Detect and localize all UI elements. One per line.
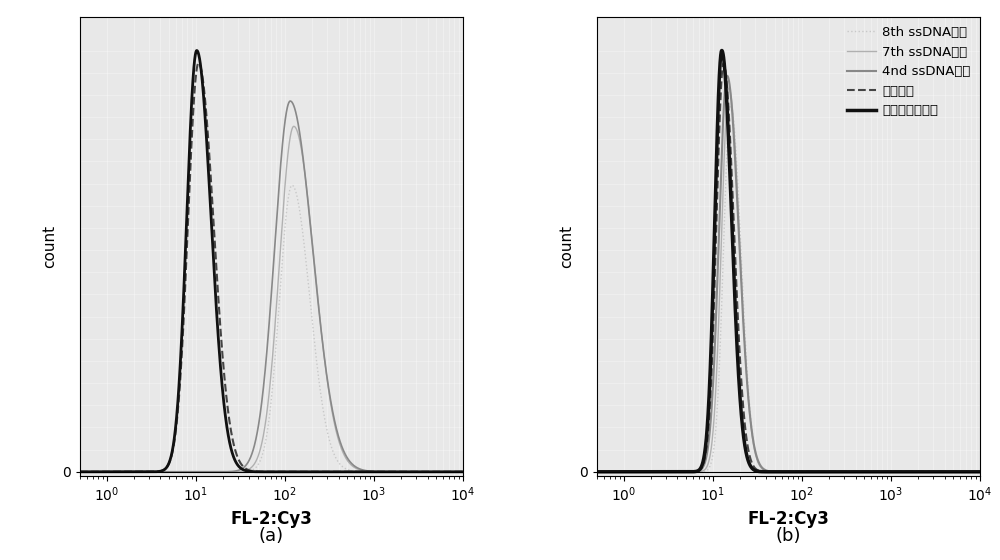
X-axis label: FL-2:Cy3: FL-2:Cy3 <box>748 510 829 528</box>
Text: (b): (b) <box>776 527 801 545</box>
Y-axis label: count: count <box>42 225 57 268</box>
Text: (a): (a) <box>259 527 284 545</box>
Legend: 8th ssDNA文库, 7th ssDNA文库, 4nd ssDNA文库, 随机文库, 空白玒脂糖镍珠: 8th ssDNA文库, 7th ssDNA文库, 4nd ssDNA文库, 随… <box>844 24 973 120</box>
X-axis label: FL-2:Cy3: FL-2:Cy3 <box>231 510 312 528</box>
Y-axis label: count: count <box>559 225 574 268</box>
